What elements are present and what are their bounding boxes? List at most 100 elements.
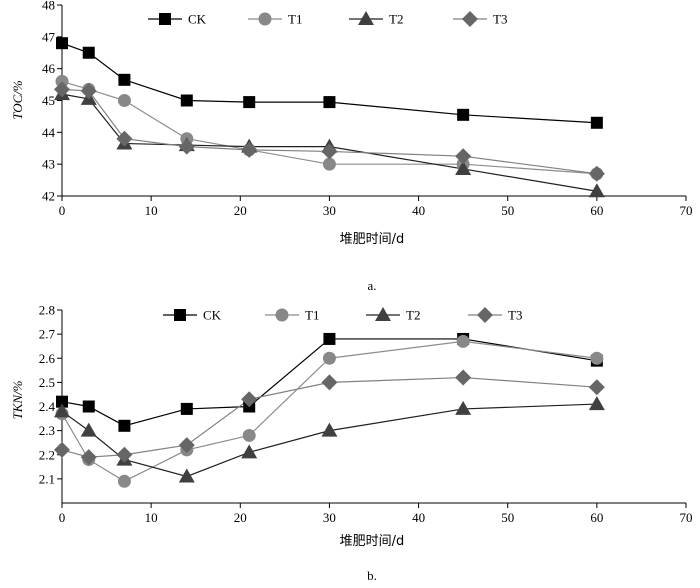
x-tick-label: 60: [590, 203, 603, 218]
legend-label-ck: CK: [188, 12, 207, 27]
y-tick-label: 2.7: [39, 327, 56, 342]
legend: CK T1 T2 T3: [148, 11, 507, 27]
y-tick-label: 43: [42, 157, 55, 172]
legend-marker-t3: [477, 307, 493, 323]
data-point-t3: [321, 143, 338, 160]
y-axis-title: TOC/%: [10, 80, 25, 120]
y-tick-label: 2.4: [39, 399, 56, 414]
y-tick-label: 47: [42, 29, 56, 44]
data-point-ck: [590, 116, 603, 129]
y-tick-label: 48: [42, 0, 55, 13]
series-line-t3: [61, 88, 597, 175]
data-point-t2: [54, 403, 70, 418]
legend-label-t3: T3: [508, 308, 522, 323]
data-point-t3: [116, 446, 133, 463]
data-point-t1: [242, 428, 256, 442]
data-point-t3: [80, 82, 97, 99]
legend-marker-t1: [275, 308, 289, 322]
data-point-t2: [588, 396, 605, 411]
legend-marker-ck: [159, 13, 171, 25]
data-point-ck: [118, 419, 131, 432]
data-point-t1: [590, 351, 604, 365]
legend-label-t1: T1: [288, 12, 302, 27]
x-tick-label: 10: [145, 510, 158, 525]
data-point-t3: [178, 437, 195, 454]
data-point-t1: [456, 334, 470, 348]
legend-marker-t3: [462, 11, 478, 27]
data-point-t3: [455, 148, 472, 165]
y-tick-label: 2.2: [39, 447, 55, 462]
y-tick-label: 2.5: [39, 375, 55, 390]
data-point-t2: [241, 444, 258, 459]
data-point-t3: [178, 138, 195, 155]
data-point-ck: [180, 402, 193, 415]
x-axis-title: 堆肥时间/d: [340, 534, 405, 549]
x-tick-label: 20: [234, 203, 247, 218]
toc-chart-panel: 0 10 20 30 40 50 60 70 42 43 44 45 46 47 48 CK T1 T2 T3 堆肥时…: [10, 0, 693, 293]
y-tick-label: 42: [42, 189, 55, 204]
data-point-t2: [455, 160, 472, 175]
data-point-t2: [588, 183, 605, 198]
legend-label-t2: T2: [406, 308, 420, 323]
x-tick-label: 70: [680, 203, 693, 218]
data-point-ck: [180, 94, 193, 107]
x-tick-label: 60: [590, 510, 603, 525]
data-point-t3: [241, 141, 258, 158]
x-tick-label: 40: [412, 510, 425, 525]
legend-label-t3: T3: [493, 12, 507, 27]
x-tick-label: 0: [59, 203, 66, 218]
legend-marker-t2: [358, 11, 374, 25]
y-tick-label: 46: [42, 61, 56, 76]
data-point-t3: [588, 165, 605, 182]
data-point-ck: [323, 96, 336, 109]
figure-caption: b.: [367, 568, 377, 583]
x-tick-label: 50: [501, 203, 514, 218]
data-point-t3: [80, 449, 97, 466]
data-point-ck: [457, 108, 470, 121]
series-line-t2: [61, 93, 597, 192]
x-tick-label: 40: [412, 203, 425, 218]
y-tick-label: 45: [42, 93, 55, 108]
data-point-t3: [116, 130, 133, 147]
data-point-ck: [82, 46, 95, 59]
data-point-ck: [82, 400, 95, 413]
series-line-t1: [61, 340, 597, 482]
y-tick-label: 44: [42, 125, 56, 140]
y-axis-title: TKN/%: [10, 380, 25, 419]
x-tick-label: 30: [323, 203, 336, 218]
y-tick-label: 2.8: [39, 303, 55, 318]
data-point-t3: [54, 81, 70, 98]
data-point-ck: [243, 96, 256, 109]
data-point-ck: [56, 395, 68, 408]
legend-label-t1: T1: [305, 308, 319, 323]
x-tick-label: 30: [323, 510, 336, 525]
data-point-t3: [321, 374, 338, 391]
data-point-t1: [322, 351, 336, 365]
legend-label-ck: CK: [203, 308, 222, 323]
legend-marker-t2: [375, 307, 391, 321]
data-point-t3: [455, 369, 472, 386]
legend-marker-t1: [258, 12, 272, 26]
data-point-t1: [322, 157, 336, 171]
data-point-ck: [118, 73, 131, 86]
series-line-t2: [61, 403, 597, 478]
data-point-t1: [117, 94, 131, 107]
data-point-t1: [117, 474, 131, 488]
x-tick-label: 50: [501, 510, 514, 525]
data-point-t2: [178, 468, 195, 483]
y-tick-label: 2.3: [39, 423, 55, 438]
y-tick-label: 2.1: [39, 471, 55, 486]
legend-marker-ck: [174, 309, 186, 321]
data-point-t2: [455, 400, 472, 415]
data-point-t2: [80, 422, 97, 437]
legend: CK T1 T2 T3: [163, 307, 522, 323]
data-point-ck: [56, 37, 68, 50]
legend-label-t2: T2: [389, 12, 403, 27]
data-point-t3: [588, 379, 605, 396]
data-point-t2: [321, 422, 338, 437]
figure-caption: a.: [367, 278, 376, 293]
x-tick-label: 10: [145, 203, 158, 218]
data-point-t3: [54, 441, 70, 458]
tkn-chart-panel: 0 10 20 30 40 50 60 70 2.1 2.2 2.3 2.4 2.5 2.6 2.7 2.8 C…: [10, 303, 693, 584]
